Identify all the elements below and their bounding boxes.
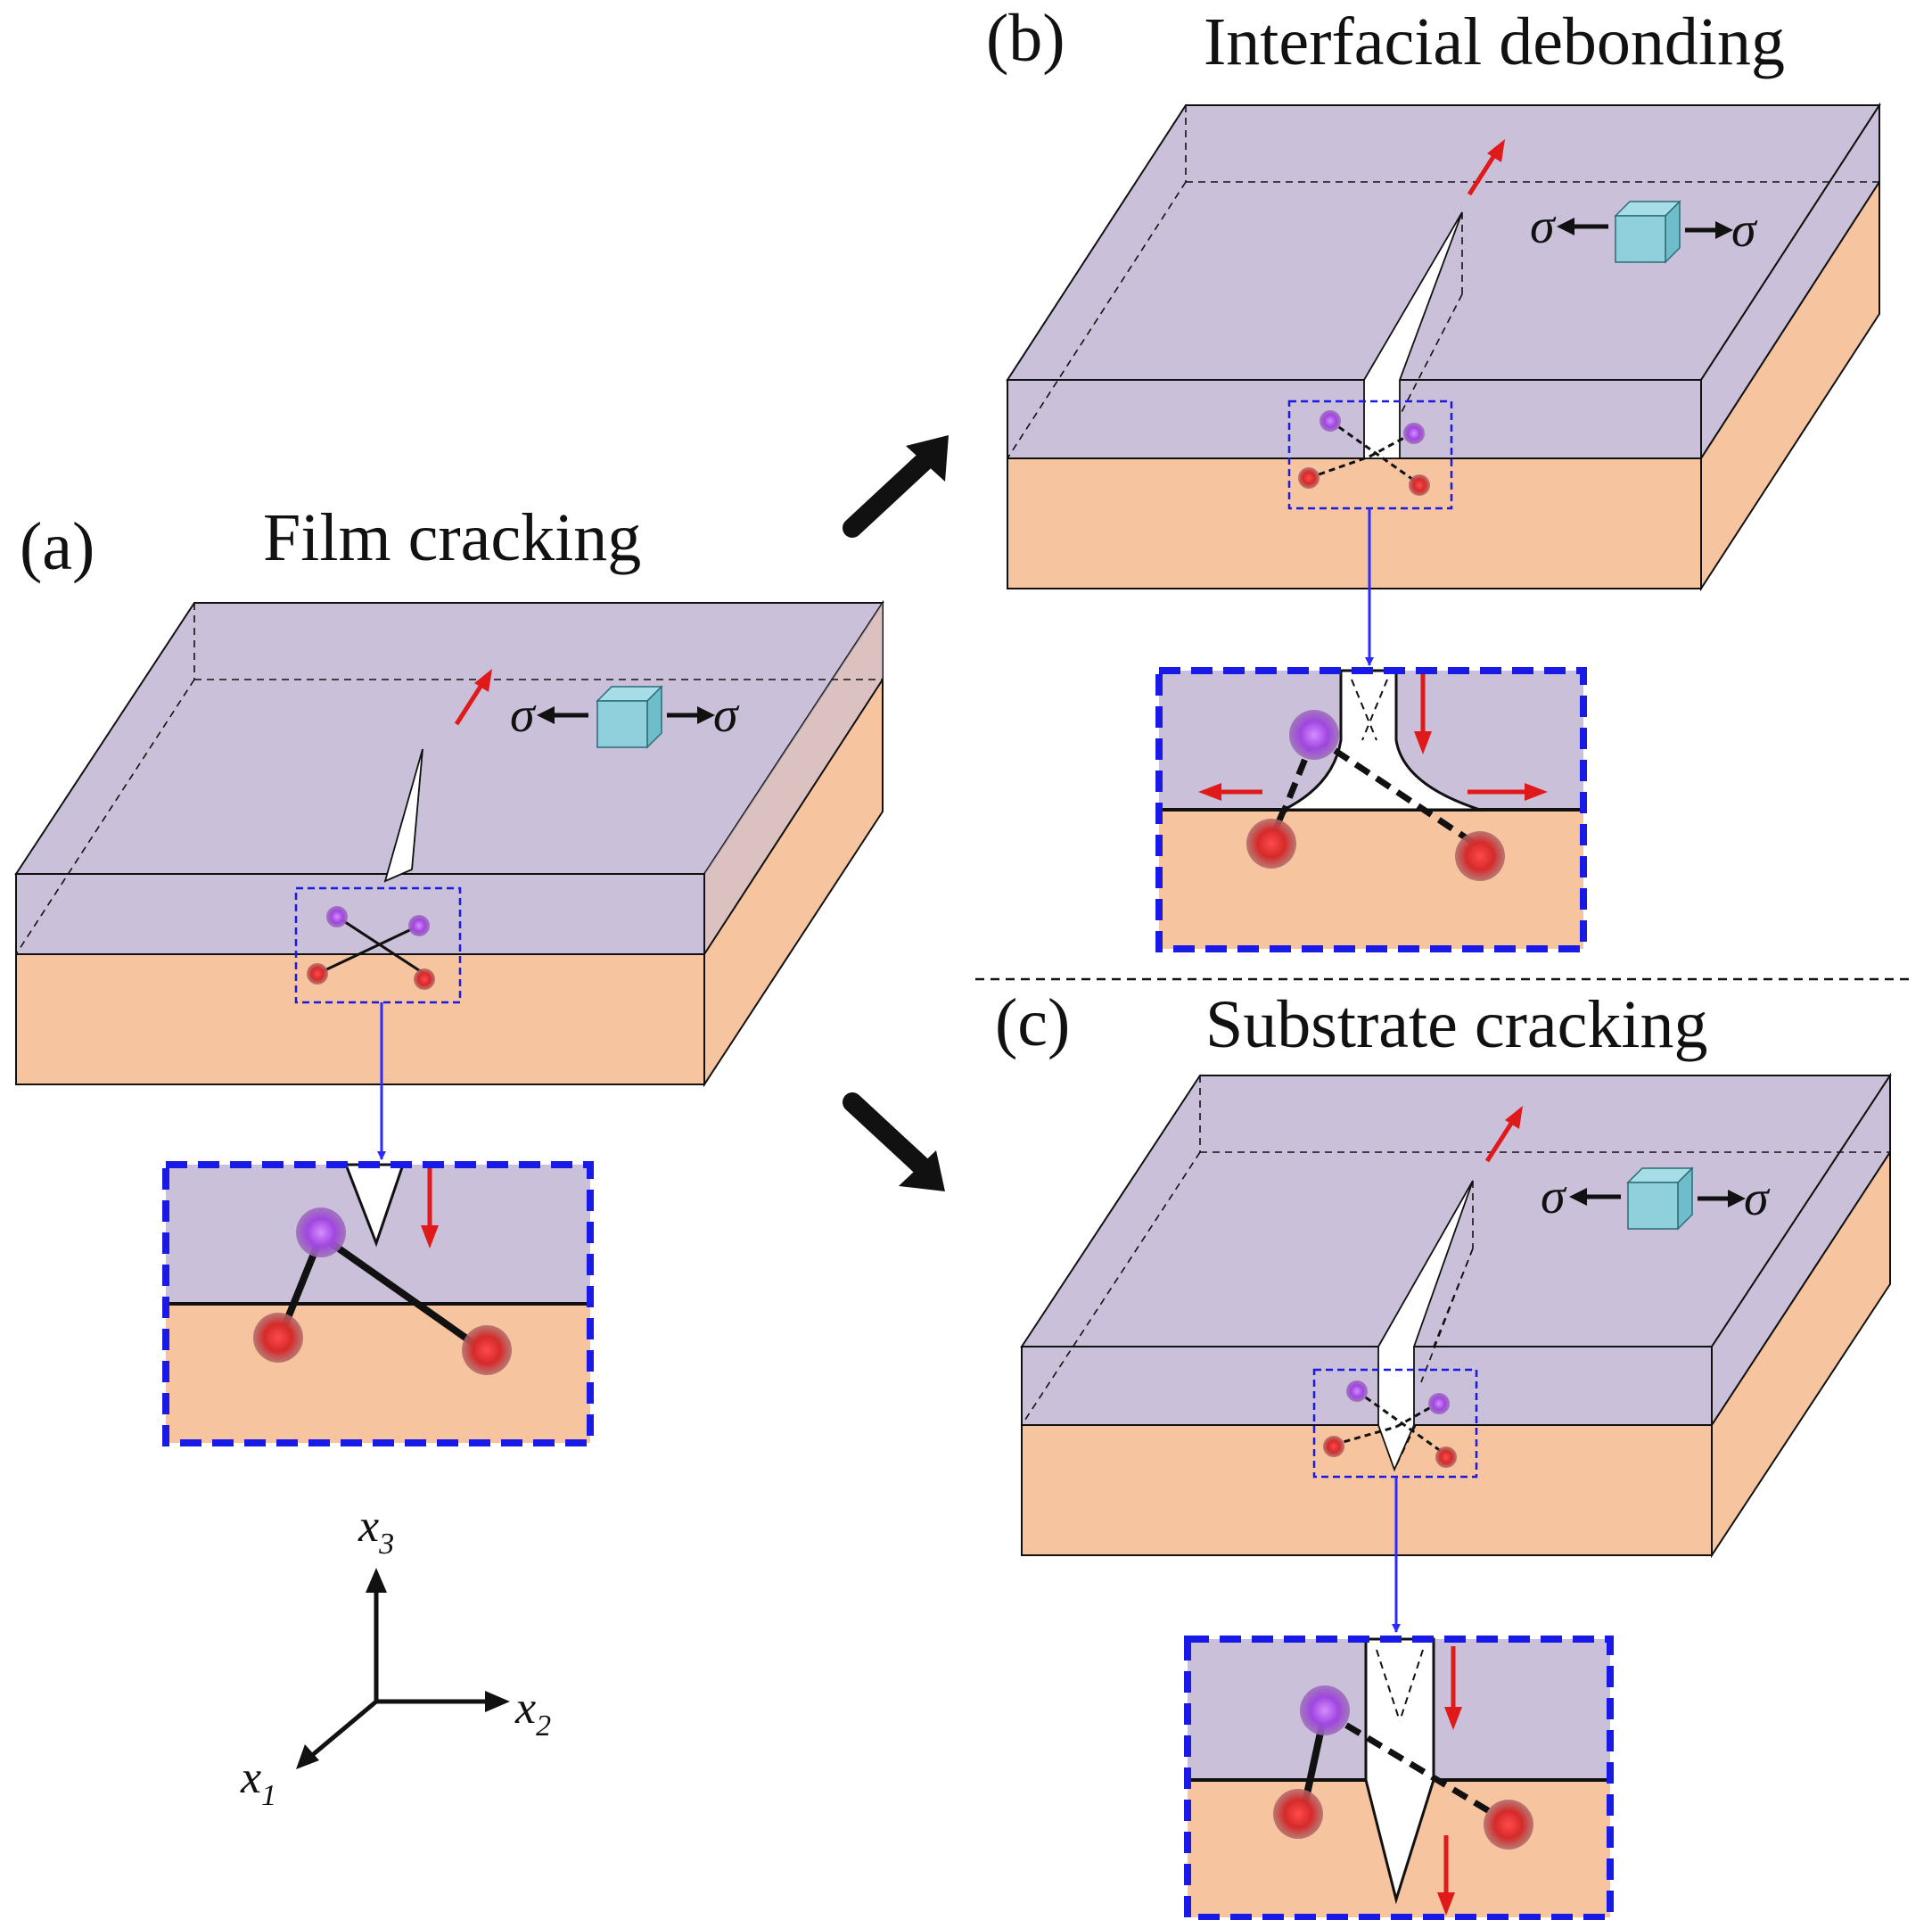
panel-c-label: (c) bbox=[995, 985, 1070, 1060]
block-a bbox=[14, 599, 884, 1088]
panel-a-label: (a) bbox=[20, 509, 95, 584]
crack-down-arrow bbox=[1414, 674, 1432, 754]
panel-a: (a) Film cracking σ bbox=[14, 500, 884, 1812]
crack-down-arrow bbox=[1444, 1646, 1462, 1730]
film-atom bbox=[296, 1207, 346, 1257]
panel-a-title: Film cracking bbox=[263, 500, 641, 575]
crack-growth-arrow-a bbox=[454, 669, 492, 726]
substrate-atom bbox=[253, 1313, 303, 1363]
inset-b bbox=[1155, 667, 1587, 952]
stress-cube-icon bbox=[1626, 1166, 1694, 1231]
substrate-atom bbox=[1455, 831, 1505, 881]
crack-growth-arrow-c bbox=[1484, 1106, 1523, 1163]
film-atom bbox=[1289, 710, 1339, 760]
block-c bbox=[1020, 1072, 1892, 1559]
panel-b-title: Interfacial debonding bbox=[1204, 4, 1785, 79]
sigma-left: σ bbox=[510, 688, 537, 743]
stress-indicator-c: σ σ bbox=[1541, 1166, 1771, 1231]
inset-c bbox=[1184, 1636, 1614, 1920]
axis-x2-label: x2 bbox=[514, 1683, 551, 1743]
crack-growth-arrow-b bbox=[1467, 139, 1505, 196]
axis-x1-label: x1 bbox=[240, 1752, 276, 1812]
sigma-right: σ bbox=[1731, 202, 1758, 258]
zoom-region-c bbox=[1312, 1368, 1478, 1479]
substrate-atom bbox=[307, 963, 328, 985]
inset-a bbox=[162, 1161, 594, 1446]
debond-right-arrow bbox=[1467, 783, 1548, 801]
sigma-right: σ bbox=[1744, 1171, 1771, 1226]
zoom-region-a bbox=[294, 886, 462, 1004]
panel-c: (c) Substrate cracking σ bbox=[995, 985, 1892, 1920]
stress-indicator-b: σ σ bbox=[1530, 199, 1758, 264]
crack-down-arrow-substrate bbox=[1437, 1835, 1455, 1916]
debond-left-arrow bbox=[1198, 783, 1262, 801]
film-atom bbox=[1403, 423, 1425, 444]
panel-b-label: (b) bbox=[986, 1, 1065, 76]
film-atom bbox=[1346, 1380, 1368, 1402]
stress-cube-icon bbox=[596, 685, 663, 749]
sigma-right: σ bbox=[713, 688, 740, 743]
film-atom bbox=[408, 915, 430, 936]
film-atom bbox=[1320, 410, 1341, 432]
sigma-left: σ bbox=[1541, 1169, 1567, 1224]
arrow-to-c bbox=[843, 1092, 945, 1191]
substrate-atom bbox=[1484, 1800, 1533, 1850]
substrate-atom bbox=[1409, 474, 1430, 496]
panel-b: (b) Interfacial debonding σ bbox=[986, 1, 1881, 952]
substrate-atom bbox=[1246, 819, 1296, 869]
stress-cube-icon bbox=[1614, 200, 1681, 264]
block-b bbox=[1006, 102, 1881, 592]
crack-down-arrow bbox=[421, 1168, 439, 1248]
axis-x3-label: x3 bbox=[358, 1501, 394, 1561]
stress-indicator-a: σ σ bbox=[510, 685, 740, 749]
film-atom bbox=[1428, 1393, 1450, 1414]
film-atom bbox=[1300, 1685, 1350, 1735]
axes-triad bbox=[296, 1568, 510, 1769]
arrow-to-b bbox=[843, 435, 949, 538]
substrate-atom bbox=[414, 968, 435, 990]
panel-c-title: Substrate cracking bbox=[1205, 987, 1707, 1062]
film-atom bbox=[326, 906, 348, 927]
substrate-atom bbox=[1298, 467, 1320, 489]
substrate-atom bbox=[1435, 1446, 1457, 1468]
substrate-atom bbox=[1323, 1436, 1344, 1457]
substrate-atom bbox=[1273, 1789, 1323, 1839]
sigma-left: σ bbox=[1530, 199, 1557, 254]
substrate-atom bbox=[462, 1325, 512, 1375]
